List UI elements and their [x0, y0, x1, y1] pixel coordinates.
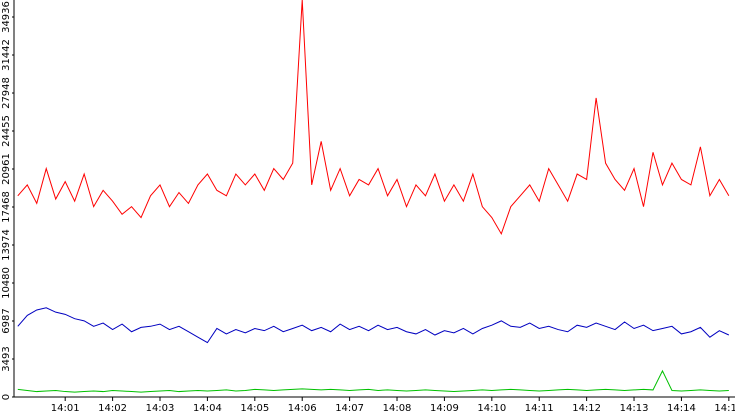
x-tick-label: 14:10 [477, 403, 506, 414]
y-tick-label: 17468 [1, 191, 12, 223]
y-tick-label: 0 [1, 394, 12, 400]
series-line [17, 369, 729, 393]
y-tick-label: 10480 [1, 267, 12, 299]
y-tick-label: 31442 [1, 39, 12, 71]
y-tick-label: 34936 [1, 1, 12, 33]
y-tick-label: 20961 [1, 153, 12, 185]
x-tick-label: 14:14 [667, 403, 696, 414]
x-tick-label: 14:07 [335, 403, 364, 414]
x-tick-label: 14:11 [525, 403, 554, 414]
x-tick-label: 14:15 [714, 403, 735, 414]
x-tick-label: 14:12 [572, 403, 601, 414]
y-tick-label: 27948 [1, 77, 12, 109]
x-tick-label: 14:05 [240, 403, 269, 414]
x-tick-label: 14:03 [146, 403, 175, 414]
x-tick-label: 14:09 [430, 403, 459, 414]
y-tick-label: 24455 [1, 115, 12, 147]
y-tick-label: 3493 [1, 346, 12, 371]
x-tick-label: 14:04 [193, 403, 222, 414]
x-tick-label: 14:08 [383, 403, 412, 414]
y-tick-label: 6987 [1, 308, 12, 333]
y-tick-label: 13974 [1, 229, 12, 261]
x-tick-label: 14:02 [98, 403, 127, 414]
series-line [17, 307, 730, 344]
x-tick-label: 14:13 [620, 403, 649, 414]
x-tick-label: 14:06 [288, 403, 317, 414]
series-line [17, 0, 730, 236]
x-tick-label: 14:01 [51, 403, 80, 414]
